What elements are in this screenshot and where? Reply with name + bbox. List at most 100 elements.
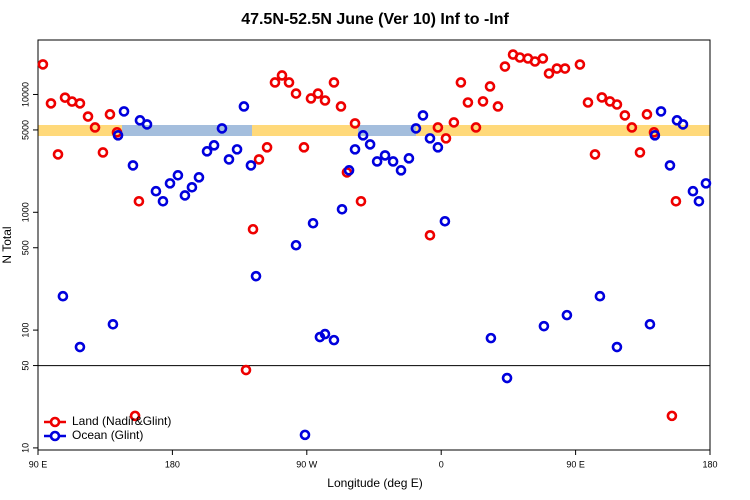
x-tick-label: 90 W [296,459,318,469]
data-point [561,309,573,321]
data-point [290,239,302,251]
data-point [440,133,452,144]
data-point [462,97,474,108]
data-point [97,147,109,158]
x-tick-label: 0 [439,459,444,469]
data-point [253,154,265,165]
data-point [677,119,689,130]
y-tick-label: 10 [20,443,30,453]
data-point [395,165,407,176]
data-point [328,77,340,88]
data-point [432,122,444,133]
data-point [45,98,57,109]
data-point [611,99,623,110]
data-point [559,63,571,74]
data-point [223,154,235,165]
y-tick-label: 5000 [20,120,30,140]
data-point [245,160,257,171]
data-point [269,77,281,88]
data-point [37,59,49,70]
data-point [543,68,555,79]
data-point [133,195,145,207]
data-point [670,195,682,207]
data-point [371,156,383,167]
data-point [276,70,288,81]
data-point [231,144,243,155]
data-point [250,270,262,282]
data-point [141,119,153,130]
data-point [666,410,678,422]
data-point [537,53,549,64]
plot-frame [37,39,711,451]
data-point [492,101,504,112]
data-point [589,149,601,160]
data-point [179,190,191,201]
data-point [538,320,550,332]
data-point [455,77,467,88]
y-tick-label: 100 [20,323,30,338]
data-point [417,110,429,121]
data-point [240,364,252,376]
data-point [290,88,302,99]
data-point [118,106,130,117]
x-tick-label: 90 E [566,459,585,469]
data-point [336,204,348,215]
data-point [328,334,340,346]
data-point [172,170,184,181]
data-point [107,319,119,330]
data-point [238,101,250,112]
data-point [477,96,489,107]
data-point [410,123,422,134]
data-point [387,156,399,167]
data-point [247,223,259,235]
data-point [626,122,638,133]
data-point [649,130,661,141]
data-point [357,130,369,141]
data-point [574,59,586,70]
data-point [319,328,331,340]
data-point [216,123,228,134]
data-point [312,88,324,99]
data-point [89,122,101,133]
data-point [341,167,353,178]
data-point [319,95,331,106]
data-point [104,109,116,120]
data-point [594,290,606,302]
data-point [514,52,526,63]
data-point [485,332,497,344]
data-point [74,341,86,353]
data-point [470,122,482,133]
y-tick-label: 500 [20,240,30,255]
data-point [157,195,169,207]
x-tick-label: 90 E [29,459,48,469]
data-point [501,372,513,384]
data-point [582,97,594,108]
data-point [700,178,712,189]
data-point [298,142,310,153]
data-point [596,92,608,103]
data-point [208,140,220,151]
data-point [74,98,86,109]
chart-title: 47.5N-52.5N June (Ver 10) Inf to -Inf [241,11,509,28]
data-point [424,229,436,241]
legend-label: Land (Nadir&Glint) [72,414,171,428]
legend-label: Ocean (Glint) [72,428,143,442]
data-point [349,118,361,129]
data-point [82,111,94,122]
data-point [335,101,347,112]
data-point [261,142,273,153]
data-point [129,410,141,422]
data-point [687,185,699,197]
data-point [644,319,656,330]
data-point [693,195,705,207]
data-point [150,185,162,197]
data-point [305,93,317,104]
data-point [52,149,64,160]
x-tick-label: 180 [702,459,717,469]
data-point [432,142,444,153]
data-point [664,160,676,171]
y-tick-label: 10000 [20,82,30,107]
data-point [349,144,361,155]
y-tick-label: 50 [20,361,30,371]
